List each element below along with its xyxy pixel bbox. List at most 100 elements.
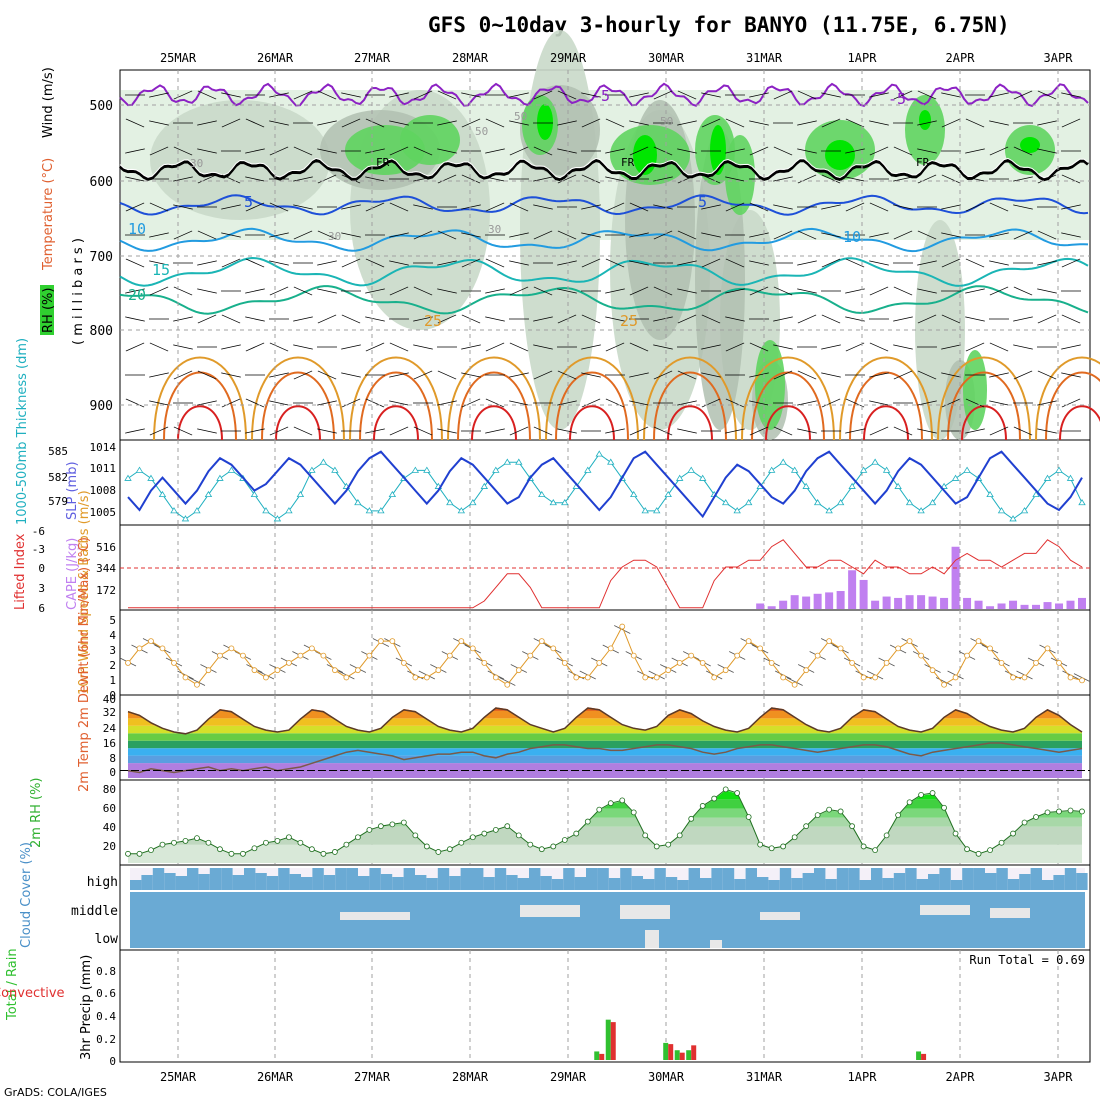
temp2m-tick: 0 xyxy=(109,766,116,779)
wind10m-point xyxy=(676,660,683,666)
wind-barb xyxy=(293,426,313,436)
wind10m-point xyxy=(343,674,350,681)
thickness-point xyxy=(928,498,937,506)
wind-barb xyxy=(893,426,913,436)
cape-bar xyxy=(836,591,845,609)
cape-axis-label: CAPE (J/kg) xyxy=(65,538,80,610)
precip-conv-bar xyxy=(679,1052,685,1060)
wind-barb xyxy=(701,232,721,238)
wind10m-point xyxy=(814,652,821,659)
wind10m-point xyxy=(872,674,879,681)
thickness-point xyxy=(963,466,971,473)
precip-tick: 0.8 xyxy=(96,965,116,978)
wind-barb xyxy=(701,92,721,98)
rh2m-point xyxy=(492,826,499,833)
wind-barb xyxy=(749,286,769,296)
thickness-point xyxy=(676,474,684,481)
wind-barb xyxy=(293,316,313,322)
wind10m-point xyxy=(217,652,223,659)
rh2m-point xyxy=(826,806,833,813)
rh2m-tick: 80 xyxy=(103,783,116,796)
li-axis-label: Lifted Index xyxy=(13,533,28,610)
wind-barb xyxy=(365,288,385,294)
wind-barb xyxy=(677,174,697,184)
thickness-point xyxy=(216,474,224,481)
cloud-high-bar xyxy=(494,868,507,890)
wind-barb xyxy=(1013,230,1033,240)
cloud-high-bar xyxy=(346,868,358,890)
rh2m-tick: 20 xyxy=(103,840,116,853)
thickness-point xyxy=(147,474,155,481)
thickness-point xyxy=(158,490,167,498)
thickness-point xyxy=(365,507,374,514)
cloud-high-bar xyxy=(688,868,700,890)
dewpt2m-line xyxy=(127,742,1083,774)
wind10m-point xyxy=(768,660,775,666)
wind-barb xyxy=(461,314,481,324)
precip-rain-bar xyxy=(686,1050,692,1060)
wind-barb xyxy=(221,258,241,268)
wind-barb xyxy=(581,118,601,128)
temp-contour-label: -5 xyxy=(592,87,610,105)
wind-barb xyxy=(605,428,625,434)
wind-barb xyxy=(149,146,169,156)
cloud-high-bar xyxy=(768,880,780,890)
wind10m-point xyxy=(240,652,246,659)
rh2m-point xyxy=(263,839,269,846)
wind10m-point xyxy=(596,660,603,666)
wind10m-point xyxy=(366,652,373,659)
rh-contour-label: 50 xyxy=(660,115,673,128)
rh2m-point xyxy=(171,839,177,846)
precip-conv-bar xyxy=(921,1053,927,1060)
cloud-high-bar xyxy=(358,876,370,890)
wind-barb xyxy=(941,344,961,350)
cape-bar xyxy=(1043,602,1052,609)
thickness-line xyxy=(127,453,1083,520)
cloud-high-bar xyxy=(164,873,176,890)
wind-barb xyxy=(965,258,985,268)
thickness-point xyxy=(687,466,695,473)
cloud-high-bar xyxy=(221,868,233,890)
temp-arch xyxy=(471,405,517,441)
cloud-high-bar xyxy=(882,878,894,890)
wind-barb xyxy=(437,260,457,266)
wind10m-barb xyxy=(935,677,953,686)
wind-barb xyxy=(1013,316,1033,322)
cloud-high-bar xyxy=(939,868,951,890)
wind-barb xyxy=(845,398,865,408)
wind-barb xyxy=(677,230,697,240)
wind-barb xyxy=(533,90,553,100)
wind-barb xyxy=(221,372,241,378)
wind-barb xyxy=(989,286,1009,296)
rh2m-labels: 2m RH (%) 80 60 40 20 xyxy=(29,777,116,853)
wind-barb xyxy=(605,398,625,408)
wind-barb xyxy=(485,176,505,182)
wind10m-point xyxy=(504,681,511,688)
cloud-high-bar xyxy=(665,877,678,890)
level-tick: 900 xyxy=(90,399,113,414)
wind10m-point xyxy=(573,674,580,681)
cloud-high-bar xyxy=(631,876,643,890)
wind-barb xyxy=(581,314,601,324)
precip-rain-bar xyxy=(674,1050,680,1060)
wind-barb xyxy=(629,146,649,156)
wind-barb xyxy=(557,120,577,126)
date-label-top: 3APR xyxy=(1044,51,1074,65)
wind10m-point xyxy=(228,645,235,652)
wind-barb xyxy=(653,204,673,210)
li-tick: 3 xyxy=(38,582,45,595)
precip-conv-bar xyxy=(668,1044,674,1060)
wind-barb xyxy=(605,118,625,128)
date-label-bottom: 3APR xyxy=(1044,1070,1074,1084)
date-label-bottom: 28MAR xyxy=(452,1070,489,1084)
thickness-point xyxy=(423,466,431,473)
temp-arch xyxy=(555,371,629,441)
wind-barb xyxy=(1061,372,1081,378)
wind-barb xyxy=(413,204,433,210)
temp-arch xyxy=(457,371,531,441)
wind-barb xyxy=(749,426,769,436)
temp-arch xyxy=(741,356,835,441)
wind-barb xyxy=(797,428,817,434)
wind-barb xyxy=(965,148,985,154)
wind-barb xyxy=(653,316,673,322)
